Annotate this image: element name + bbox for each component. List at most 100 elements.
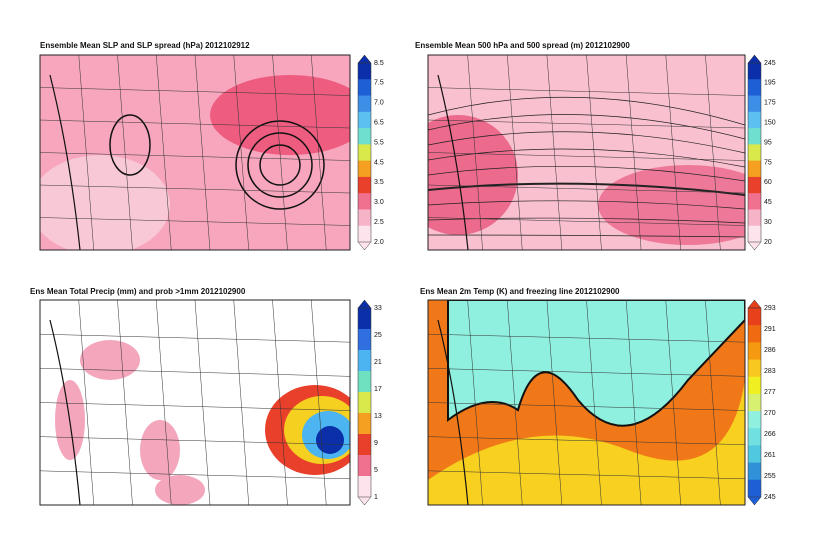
colorbar-label: 45 [764, 199, 772, 206]
colorbar-label: 245 [764, 494, 776, 501]
boundary [117, 300, 133, 505]
panel-title: Ensemble Mean 500 hPa and 500 spread (m)… [415, 41, 630, 50]
contour [428, 131, 745, 154]
colorbar-label: 286 [764, 347, 776, 354]
colorbar-segment [358, 79, 371, 97]
colorbar-frame [357, 62, 372, 243]
coastline [437, 74, 469, 250]
colorbar-segment [748, 176, 761, 194]
colorbar-segment [748, 128, 761, 145]
contour [247, 132, 313, 198]
colorbar-label: 17 [374, 386, 382, 393]
boundary [311, 55, 327, 250]
colorbar-label: 283 [764, 368, 776, 375]
colorbar-segment [358, 63, 371, 80]
boundary [428, 436, 745, 445]
boundary [40, 402, 350, 411]
boundary [546, 55, 563, 250]
boundary [428, 87, 745, 96]
colorbar-label: 175 [764, 100, 776, 107]
colorbar-label: 293 [764, 305, 776, 312]
colorbar-arrow [747, 496, 762, 506]
colorbar-label: 33 [374, 305, 382, 312]
field-blob [210, 75, 350, 155]
boundary [507, 300, 523, 505]
panel-title: Ensemble Mean SLP and SLP spread (hPa) 2… [40, 41, 250, 50]
colorbar-label: 3.0 [374, 199, 384, 206]
boundary [194, 55, 211, 250]
colorbar-label: 291 [764, 326, 776, 333]
boundary [428, 184, 745, 194]
boundary [428, 470, 745, 480]
contour [428, 234, 745, 238]
colorbar-segment [748, 479, 761, 498]
boundary [117, 55, 133, 250]
colorbar-segment [358, 160, 371, 178]
colorbar-label: 150 [764, 120, 776, 127]
colorbar-arrow [357, 54, 372, 64]
colorbar-segment [358, 193, 371, 210]
colorbar-segment [748, 111, 761, 129]
map [427, 299, 746, 506]
colorbar-segment [358, 329, 371, 351]
colorbar-segment [748, 193, 761, 210]
colorbar-label: 2.5 [374, 219, 384, 226]
contour [109, 114, 151, 176]
boundary [428, 402, 745, 411]
colorbar-frame [747, 62, 762, 243]
warm-band [428, 380, 745, 505]
colorbar-segment [358, 128, 371, 145]
boundary [40, 436, 350, 445]
colorbar-segment [748, 325, 761, 343]
colorbar-segment [748, 144, 761, 162]
boundary [40, 217, 350, 226]
boundary [272, 300, 288, 505]
boundary [705, 300, 721, 505]
colorbar-label: 75 [764, 159, 772, 166]
precip-blob [140, 420, 180, 480]
map-body [428, 55, 745, 250]
boundary [40, 184, 350, 194]
colorbar-segment [748, 393, 761, 412]
map [427, 54, 746, 251]
panel-title: Ens Mean 2m Temp (K) and freezing line 2… [420, 287, 620, 296]
boundary [40, 152, 350, 161]
colorbar-segment [748, 428, 761, 446]
colorbar-label: 20 [764, 239, 772, 246]
colorbar-label: 5.5 [374, 139, 384, 146]
colorbar-segment [748, 79, 761, 97]
precip-blob [316, 426, 344, 454]
colorbar-arrow [357, 496, 372, 506]
field-blob [428, 115, 518, 235]
map [39, 54, 351, 251]
boundary [546, 300, 563, 505]
colorbar-label: 30 [764, 219, 772, 226]
colorbar-label: 270 [764, 410, 776, 417]
colorbar-segment [358, 455, 371, 477]
colorbar-arrow [357, 299, 372, 309]
boundary [40, 119, 350, 129]
colorbar-label: 277 [764, 389, 776, 396]
field-blob [40, 155, 170, 250]
colorbar-label: 8.5 [374, 60, 384, 67]
colorbar-segment [748, 359, 761, 378]
colorbar-segment [358, 95, 371, 113]
colorbar-segment [358, 392, 371, 414]
colorbar-segment [358, 434, 371, 456]
contour [259, 144, 301, 186]
contour [428, 182, 745, 196]
colorbar-segment [748, 160, 761, 178]
boundary [665, 55, 681, 250]
colorbar-label: 25 [374, 332, 382, 339]
colorbar-label: 21 [374, 359, 382, 366]
map-frame [427, 54, 746, 251]
boundary [625, 55, 642, 250]
colorbar-segment [748, 95, 761, 113]
colorbar-segment [358, 476, 371, 498]
coastline [49, 319, 81, 505]
colorbar-label: 1 [374, 494, 378, 501]
boundary [428, 119, 745, 129]
boundary [194, 300, 211, 505]
contour [235, 120, 325, 210]
colorbar-segment [748, 63, 761, 80]
